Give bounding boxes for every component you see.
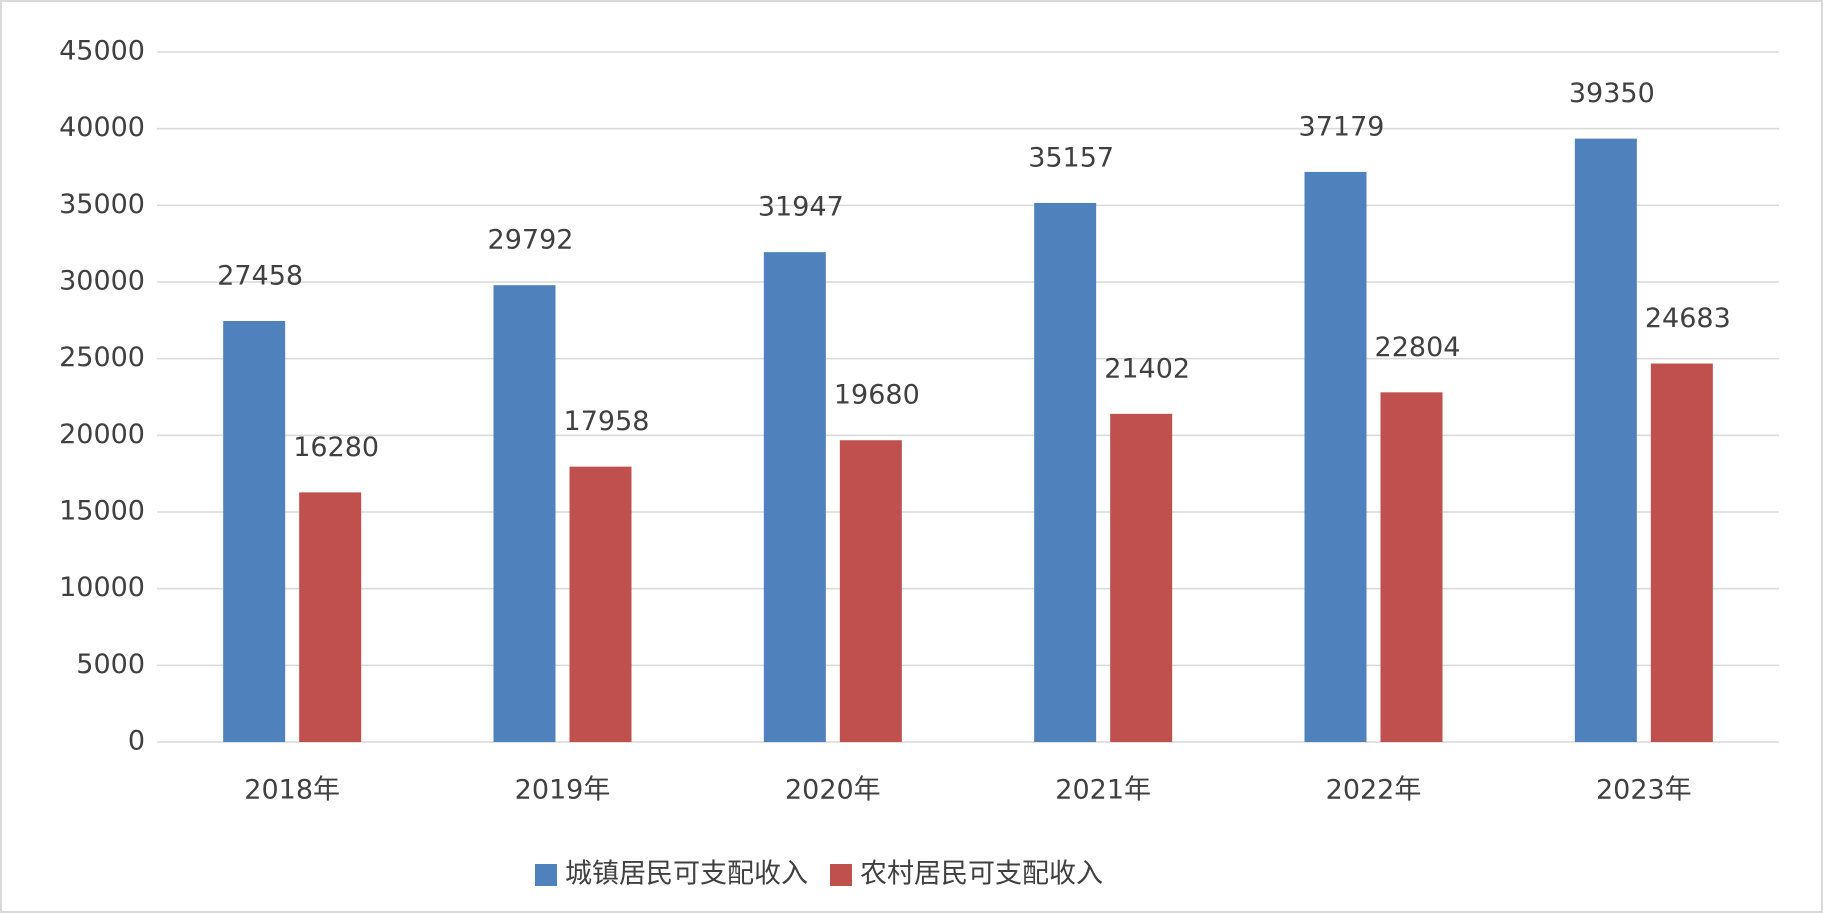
y-tick-label: 35000 (59, 189, 145, 220)
data-label: 16280 (293, 432, 379, 463)
y-tick-label: 10000 (59, 572, 145, 603)
data-label: 31947 (758, 192, 844, 223)
y-tick-label: 15000 (59, 496, 145, 527)
bar (1380, 392, 1443, 742)
x-tick-label: 2023年 (1596, 775, 1692, 806)
data-label: 27458 (217, 260, 303, 291)
data-label: 17958 (564, 406, 650, 437)
bar (1304, 171, 1367, 742)
bar (1574, 138, 1637, 743)
x-tick-label: 2020年 (785, 775, 881, 806)
data-label: 21402 (1104, 353, 1190, 384)
bar (1110, 413, 1173, 742)
bar (223, 320, 286, 742)
bar (569, 466, 632, 742)
x-tick-label: 2018年 (244, 775, 340, 806)
data-label: 24683 (1645, 303, 1731, 334)
bar (493, 285, 556, 742)
bar (1650, 363, 1713, 742)
y-tick-label: 0 (128, 726, 145, 757)
data-label: 22804 (1375, 332, 1461, 363)
data-label: 29792 (488, 225, 574, 256)
bar (763, 252, 826, 742)
bar (1034, 202, 1097, 742)
legend-swatch (535, 864, 557, 886)
data-label: 35157 (1028, 142, 1114, 173)
y-tick-label: 45000 (59, 36, 145, 67)
legend-label: 农村居民可支配收入 (860, 859, 1103, 890)
y-tick-label: 5000 (76, 649, 145, 680)
data-label: 39350 (1569, 78, 1655, 109)
x-tick-label: 2021年 (1055, 775, 1151, 806)
y-tick-label: 20000 (59, 419, 145, 450)
bar (839, 440, 902, 742)
legend-label: 城镇居民可支配收入 (565, 859, 808, 890)
y-tick-label: 25000 (59, 342, 145, 373)
y-tick-label: 40000 (59, 112, 145, 143)
legend-swatch (830, 864, 852, 886)
y-tick-label: 30000 (59, 266, 145, 297)
x-tick-label: 2022年 (1326, 775, 1422, 806)
data-label: 19680 (834, 380, 920, 411)
x-tick-label: 2019年 (515, 775, 611, 806)
data-label: 37179 (1299, 111, 1385, 142)
bar (299, 492, 362, 742)
